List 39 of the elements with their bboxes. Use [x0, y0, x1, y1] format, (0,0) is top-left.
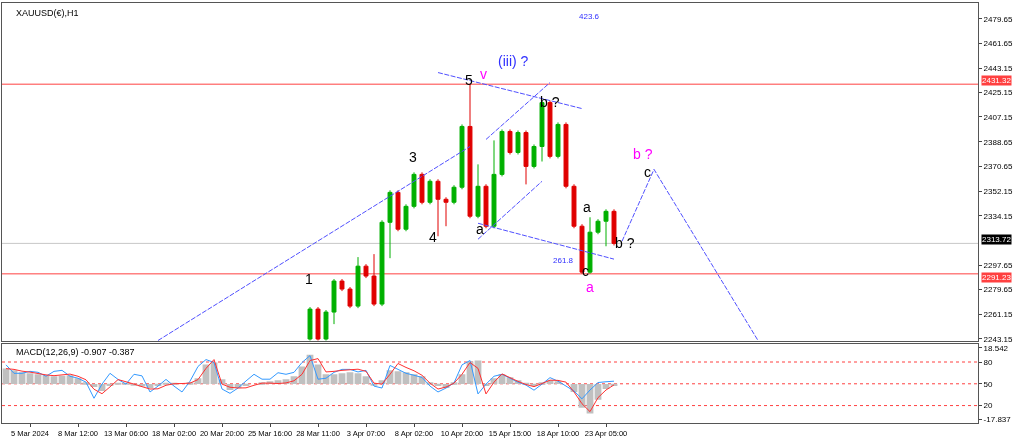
annotation: 5: [465, 72, 473, 88]
annotation: v: [480, 66, 487, 82]
y-tick-label: 2388.65: [983, 137, 1014, 147]
text: XAUUSD(€),H1: [16, 8, 79, 18]
y2-tick-label: 80: [983, 357, 994, 367]
annotation: 261.8: [553, 256, 574, 265]
y-tick-label: 2461.65: [983, 38, 1014, 48]
y-tick-label: 2352.15: [983, 187, 1014, 197]
annotation: 423.6: [579, 12, 600, 21]
y-tick-label: 2407.15: [983, 112, 1014, 122]
y-tick-label: 2425.15: [983, 88, 1014, 98]
y-tick-label: -17.837: [983, 414, 1012, 424]
annotation: b ?: [540, 94, 560, 110]
y-tick-label: 2334.15: [983, 211, 1014, 221]
annotation: a: [476, 221, 484, 237]
annotation: b ?: [615, 235, 635, 251]
annotation: 4: [429, 229, 437, 245]
annotation: (iii) ?: [498, 53, 529, 69]
annotation: c: [582, 263, 589, 279]
ref-line-label: 2431.32: [982, 76, 1012, 85]
y-tick-label: 18.542: [983, 343, 1009, 353]
y-tick-label: 2297.65: [983, 260, 1014, 270]
y-tick-label: 2370.65: [983, 162, 1014, 172]
chart-title: MACD(12,26,9) -0.907 -0.387: [16, 347, 135, 357]
ref-line-label: 2313.72: [982, 235, 1012, 244]
y2-tick-label: 20: [983, 401, 994, 411]
y-tick-label: 2479.65: [983, 14, 1014, 24]
y-tick-label: 2261.15: [983, 310, 1014, 320]
y-tick-label: 2279.65: [983, 285, 1014, 295]
annotation: a: [586, 279, 594, 295]
annotation: 1: [305, 271, 313, 287]
ref-line-label: 2291.23: [982, 273, 1012, 282]
y-tick-label: 2243.15: [983, 334, 1014, 344]
annotation: 3: [409, 149, 417, 165]
y-tick-label: 2443.15: [983, 63, 1014, 73]
annotation: b ?: [633, 146, 653, 162]
annotation: c: [644, 164, 651, 180]
y2-tick-label: 50: [983, 379, 994, 389]
annotation: a: [583, 199, 591, 215]
